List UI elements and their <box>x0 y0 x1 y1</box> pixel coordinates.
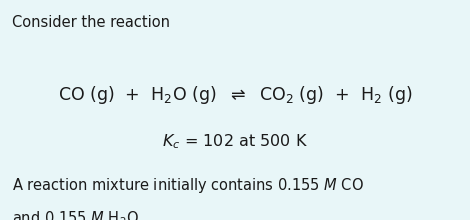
Text: A reaction mixture initially contains 0.155 $M$ CO: A reaction mixture initially contains 0.… <box>12 176 364 195</box>
Text: and 0.155 $M$ H$_2$O.: and 0.155 $M$ H$_2$O. <box>12 209 142 220</box>
Text: CO (g)  +  H$_2$O (g)  $\rightleftharpoons$  CO$_2$ (g)  +  H$_2$ (g): CO (g) + H$_2$O (g) $\rightleftharpoons$… <box>58 84 412 106</box>
Text: $K_c$ = 102 at 500 K: $K_c$ = 102 at 500 K <box>162 132 308 151</box>
Text: Consider the reaction: Consider the reaction <box>12 15 170 30</box>
